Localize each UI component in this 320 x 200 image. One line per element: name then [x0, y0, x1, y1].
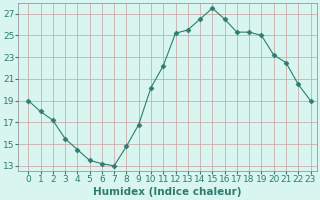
X-axis label: Humidex (Indice chaleur): Humidex (Indice chaleur)	[93, 187, 242, 197]
